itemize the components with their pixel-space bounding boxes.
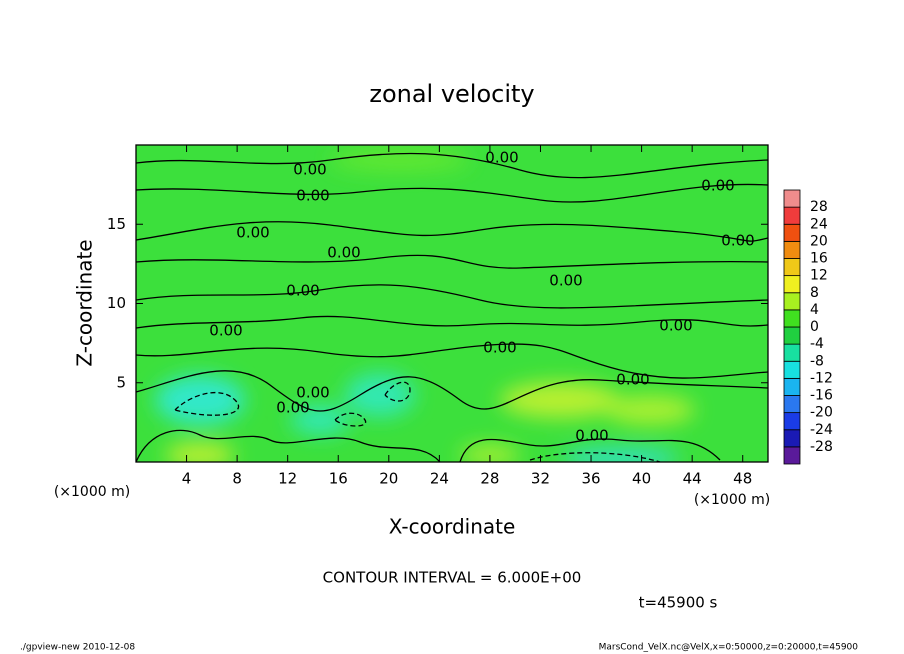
contour-label: 0.00 [293, 161, 326, 179]
contour-label: 0.00 [485, 149, 518, 167]
colorbar-box [783, 343, 801, 362]
y-tick-label: 15 [107, 215, 126, 233]
colorbar-label: -20 [810, 405, 833, 421]
y-tick-label: 10 [107, 294, 126, 312]
contour-label: 0.00 [616, 371, 649, 389]
chart-title: zonal velocity [369, 80, 534, 108]
contour-label: 0.00 [549, 272, 582, 290]
contour-label: 0.00 [276, 399, 309, 417]
colorbar-box [783, 446, 801, 465]
contour-label: 0.00 [327, 244, 360, 262]
x-tick-label: 12 [278, 470, 297, 488]
contour-label: 0.00 [296, 384, 329, 402]
colorbar-label: -16 [810, 388, 833, 404]
footer-right: MarsCond_VelX.nc@VelX,x=0:50000,z=0:2000… [599, 643, 859, 653]
colorbar-box [783, 412, 801, 431]
colorbar-label: 28 [810, 199, 828, 215]
x-tick-label: 24 [430, 470, 449, 488]
field-shading [155, 148, 695, 462]
contour-label: 0.00 [701, 177, 734, 195]
x-tick-label: 44 [683, 470, 702, 488]
contour-label: 0.00 [721, 232, 754, 250]
contour-label: 0.00 [209, 322, 242, 340]
y-unit: (×1000 m) [54, 484, 130, 500]
colorbar-label: 0 [810, 319, 819, 335]
colorbar-label: 16 [810, 251, 828, 267]
y-axis-label: Z-coordinate [73, 239, 97, 366]
colorbar-box [783, 240, 801, 259]
colorbar-box [783, 360, 801, 379]
contour-lines [136, 152, 768, 462]
x-tick-label: 20 [379, 470, 398, 488]
contour-label: 0.00 [483, 339, 516, 357]
x-unit: (×1000 m) [694, 492, 770, 508]
x-tick-label: 36 [581, 470, 600, 488]
colorbar-box [783, 326, 801, 345]
x-tick-label: 40 [632, 470, 651, 488]
contour-label: 0.00 [236, 224, 269, 242]
x-tick-label: 48 [733, 470, 752, 488]
x-tick-label: 32 [531, 470, 550, 488]
colorbar-box [783, 258, 801, 277]
x-tick-label: 4 [182, 470, 192, 488]
y-tick-label: 5 [116, 373, 126, 391]
contour-label: 0.00 [296, 187, 329, 205]
colorbar-box [783, 206, 801, 225]
colorbar-label: 8 [810, 285, 819, 301]
x-tick-label: 28 [480, 470, 499, 488]
colorbar-box [783, 395, 801, 414]
colorbar-box [783, 377, 801, 396]
colorbar-label: -12 [810, 370, 833, 386]
colorbar-label: -4 [810, 336, 824, 352]
field [136, 145, 768, 462]
contour-label: 0.00 [659, 317, 692, 335]
colorbar-label: 20 [810, 233, 828, 249]
colorbar-box [783, 309, 801, 328]
colorbar-box [783, 292, 801, 311]
x-axis-label: X-coordinate [389, 515, 516, 539]
colorbar-label: 4 [810, 302, 819, 318]
time-label: t=45900 s [639, 594, 718, 612]
colorbar-label: -24 [810, 422, 833, 438]
colorbar-box [783, 275, 801, 294]
colorbar-label: 12 [810, 268, 828, 284]
footer-left: ./gpview-new 2010-12-08 [20, 643, 135, 653]
contour-label: 0.00 [575, 427, 608, 445]
x-tick-label: 8 [232, 470, 242, 488]
contour-label: 0.00 [286, 282, 319, 300]
colorbar-label: 24 [810, 216, 828, 232]
colorbar-box [783, 429, 801, 448]
colorbar-label: -8 [810, 353, 824, 369]
colorbar-label: -28 [810, 439, 833, 455]
colorbar-box [783, 223, 801, 242]
contour-interval: CONTOUR INTERVAL = 6.000E+00 [323, 569, 582, 587]
colorbar-box [783, 189, 801, 208]
x-tick-label: 16 [329, 470, 348, 488]
